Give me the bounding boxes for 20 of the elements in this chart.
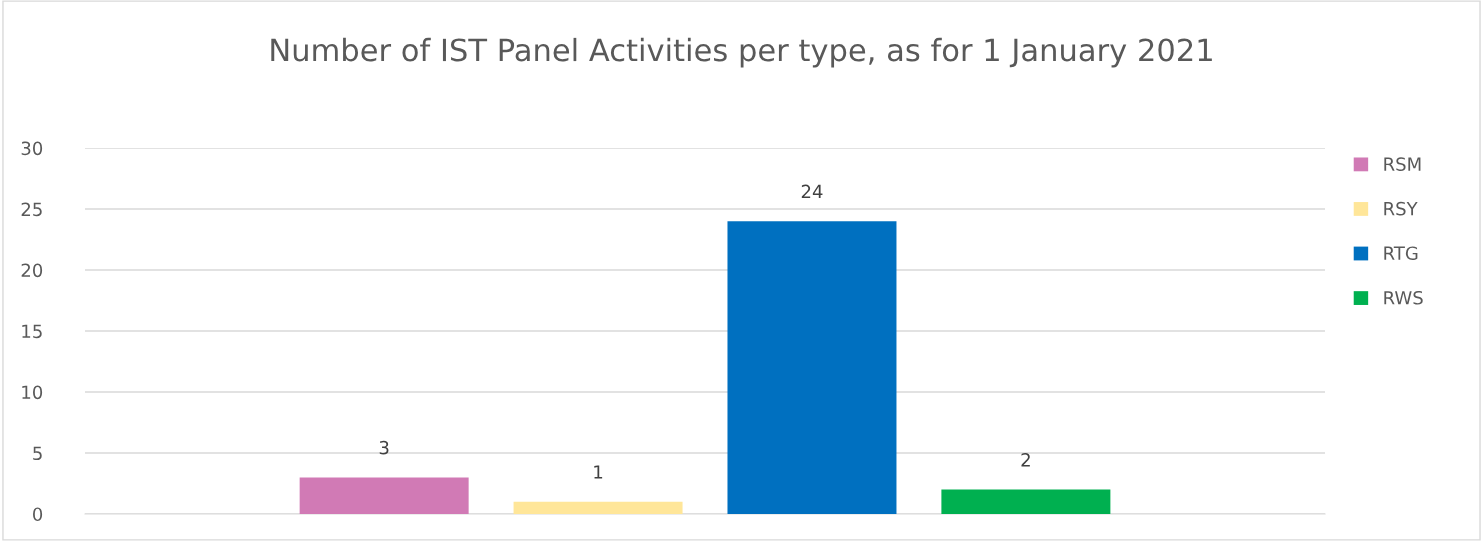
- data-label: 24: [801, 184, 823, 199]
- chart-title: Number of IST Panel Activities per type, as for 1 January 2021: [271, 37, 1212, 68]
- y-tick-label: 15: [22, 324, 42, 339]
- y-tick-label: 0: [33, 507, 43, 522]
- legend-label: RTG: [1384, 246, 1418, 261]
- bar: [513, 501, 683, 514]
- y-tick-label: 20: [21, 263, 43, 278]
- bar: [941, 489, 1111, 514]
- data-label: 2: [1021, 453, 1030, 467]
- legend-label: RSM: [1384, 157, 1421, 171]
- y-tick-label: 5: [33, 446, 42, 461]
- y-tick-label: 30: [21, 141, 43, 156]
- data-label: 1: [594, 465, 603, 479]
- bar: [299, 477, 469, 514]
- data-label: 3: [379, 440, 389, 455]
- y-tick-label: 25: [21, 202, 42, 217]
- y-tick-label: 10: [22, 385, 43, 400]
- legend-label: RWS: [1384, 290, 1423, 305]
- bar: [727, 221, 897, 514]
- legend-label: RSY: [1384, 201, 1418, 216]
